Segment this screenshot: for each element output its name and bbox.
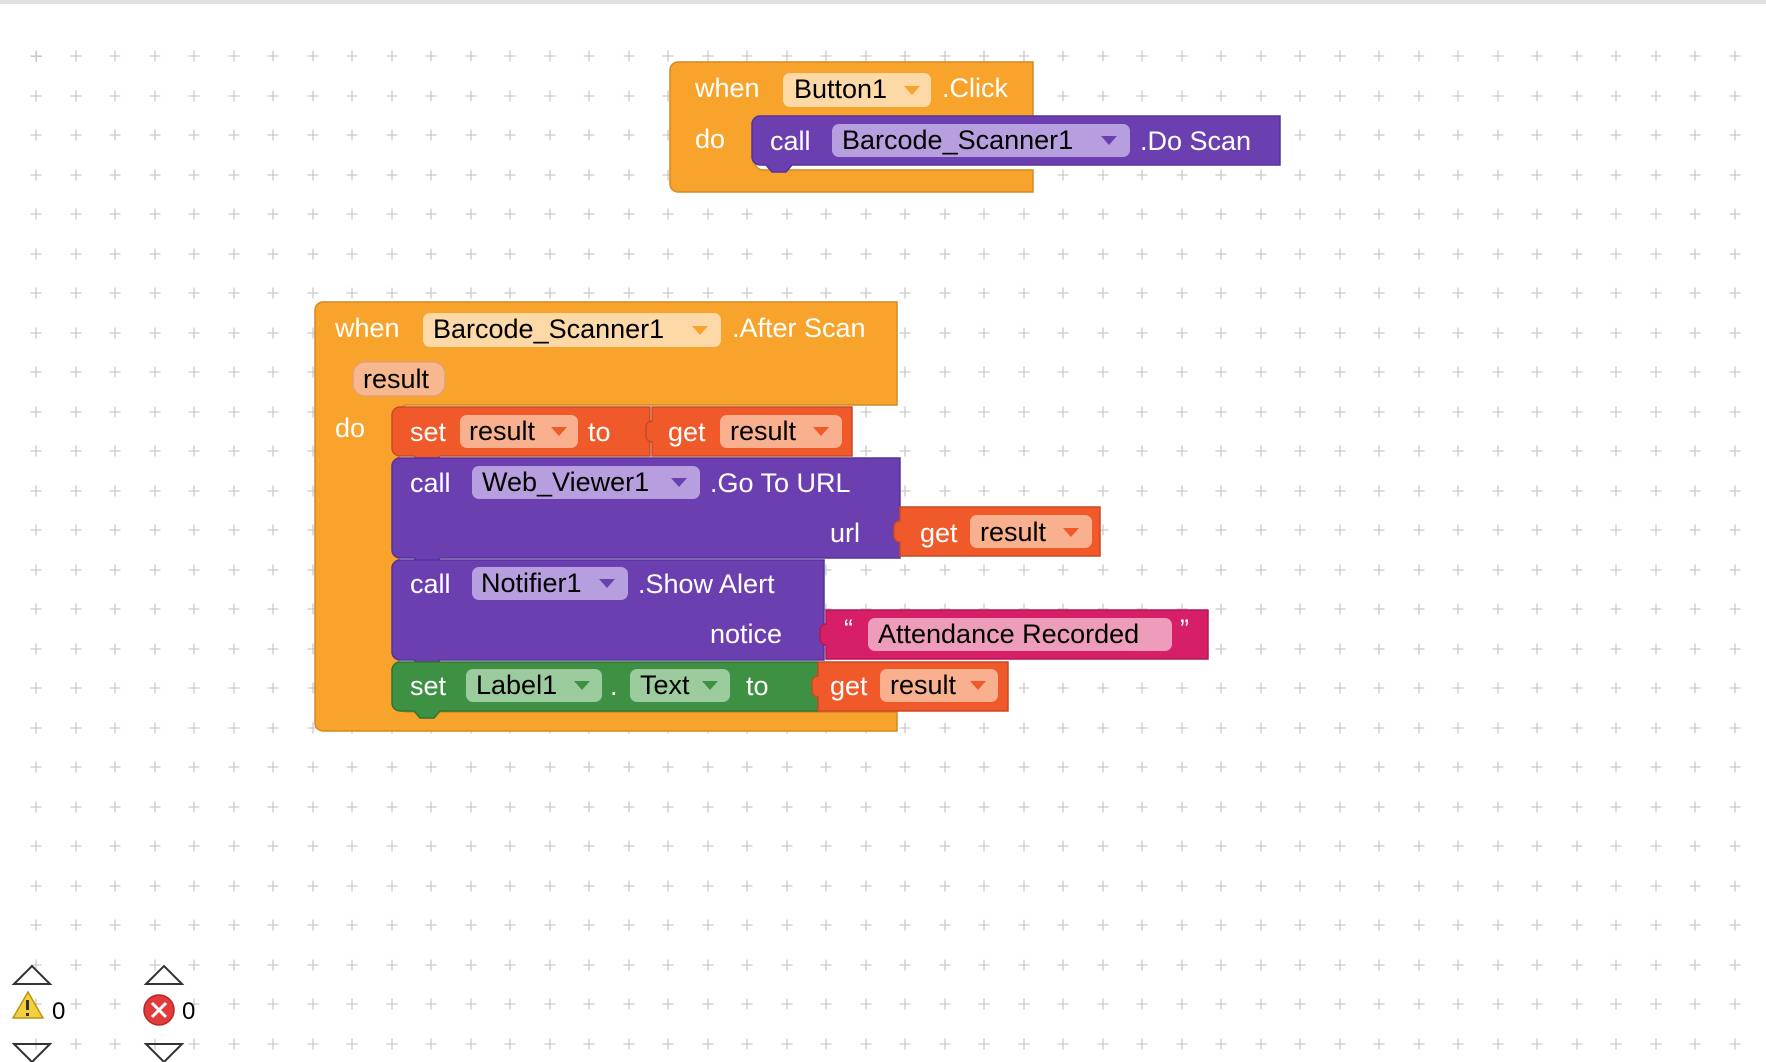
- variable-dropdown-result[interactable]: result: [460, 415, 578, 448]
- url-arg-label: url: [830, 518, 860, 548]
- variable-dropdown-result[interactable]: result: [880, 669, 998, 702]
- chevron-down-icon[interactable]: [692, 326, 708, 335]
- get-variable-block[interactable]: get result: [645, 406, 853, 457]
- set-property-block-label1-text[interactable]: set Label1 . Text to: [391, 661, 819, 719]
- event-do-label: do: [335, 413, 365, 443]
- event-when-label: when: [334, 313, 400, 343]
- svg-text:Label1: Label1: [476, 670, 557, 700]
- set-variable-block[interactable]: set result to: [391, 406, 651, 464]
- svg-text:Attendance Recorded: Attendance Recorded: [878, 619, 1139, 649]
- chevron-down-icon[interactable]: [970, 681, 986, 690]
- chevron-down-icon[interactable]: [599, 579, 615, 588]
- svg-text:result: result: [980, 517, 1047, 547]
- to-label: to: [588, 417, 611, 447]
- warnings-indicator[interactable]: 0: [11, 964, 65, 1062]
- dot-label: .: [610, 671, 618, 701]
- notice-arg-label: notice: [710, 619, 782, 649]
- chevron-down-icon[interactable]: [671, 478, 687, 487]
- variable-dropdown-result[interactable]: result: [720, 415, 842, 448]
- to-label: to: [746, 671, 769, 701]
- chevron-down-icon[interactable]: [1063, 528, 1079, 537]
- svg-text:Barcode_Scanner1: Barcode_Scanner1: [842, 125, 1073, 155]
- call-label: call: [410, 569, 451, 599]
- method-call-block-do-scan[interactable]: call Barcode_Scanner1 .Do Scan: [751, 115, 1281, 173]
- component-dropdown-notifier1[interactable]: Notifier1: [472, 567, 628, 600]
- errors-count: 0: [182, 998, 195, 1025]
- get-label: get: [830, 671, 868, 701]
- get-variable-block[interactable]: get result: [893, 506, 1101, 557]
- svg-text:Notifier1: Notifier1: [481, 568, 582, 598]
- component-dropdown-button1[interactable]: Button1: [783, 73, 931, 107]
- chevron-down-icon[interactable]: [551, 427, 567, 436]
- top-border: [0, 0, 1766, 4]
- svg-text:Web_Viewer1: Web_Viewer1: [482, 467, 649, 497]
- set-label: set: [410, 417, 447, 447]
- method-name-label: .Show Alert: [638, 569, 775, 599]
- previous-error-arrow-icon[interactable]: [143, 964, 185, 985]
- chevron-down-icon[interactable]: [574, 681, 590, 690]
- next-error-arrow-icon[interactable]: [143, 1043, 185, 1062]
- chevron-down-icon[interactable]: [904, 86, 920, 95]
- close-quote: ”: [1180, 614, 1189, 644]
- property-dropdown-text[interactable]: Text: [630, 669, 730, 702]
- chevron-down-icon[interactable]: [1101, 136, 1117, 145]
- previous-warning-arrow-icon[interactable]: [11, 964, 53, 985]
- next-warning-arrow-icon[interactable]: [11, 1043, 53, 1062]
- method-call-block-go-to-url[interactable]: call Web_Viewer1 .Go To URL url: [391, 457, 901, 566]
- get-variable-block[interactable]: get result: [811, 661, 1009, 712]
- event-block-after-scan[interactable]: when Barcode_Scanner1 .After Scan result…: [314, 301, 1209, 732]
- svg-text:Text: Text: [640, 670, 690, 700]
- open-quote: “: [844, 614, 853, 644]
- call-label: call: [770, 126, 811, 156]
- errors-indicator[interactable]: 0: [143, 964, 195, 1062]
- variable-dropdown-result[interactable]: result: [970, 515, 1092, 548]
- event-block-button1-click[interactable]: when Button1 .Click do call Barcode_Scan…: [669, 61, 1281, 193]
- svg-text:result: result: [730, 416, 797, 446]
- svg-text:result: result: [469, 416, 536, 446]
- component-dropdown-barcode-scanner1[interactable]: Barcode_Scanner1: [423, 313, 721, 347]
- chevron-down-icon[interactable]: [813, 427, 829, 436]
- component-dropdown-label1[interactable]: Label1: [466, 669, 602, 702]
- svg-text:result: result: [890, 670, 957, 700]
- chevron-down-icon[interactable]: [702, 681, 718, 690]
- get-label: get: [920, 518, 958, 548]
- svg-text:Barcode_Scanner1: Barcode_Scanner1: [433, 314, 664, 344]
- method-name-label: .Do Scan: [1140, 126, 1251, 156]
- event-name-label: .After Scan: [732, 313, 866, 343]
- event-when-label: when: [694, 73, 760, 103]
- event-name-label: .Click: [942, 73, 1008, 103]
- text-string-block[interactable]: “ Attendance Recorded ”: [819, 609, 1209, 660]
- svg-text:result: result: [363, 364, 430, 394]
- svg-text:Button1: Button1: [794, 74, 887, 104]
- method-name-label: .Go To URL: [710, 468, 851, 498]
- call-label: call: [410, 468, 451, 498]
- warnings-count: 0: [52, 998, 65, 1025]
- string-field-attendance-recorded[interactable]: Attendance Recorded: [868, 618, 1172, 651]
- get-label: get: [668, 417, 706, 447]
- warning-mark-dot: [26, 1013, 29, 1016]
- component-dropdown-barcode-scanner1[interactable]: Barcode_Scanner1: [832, 124, 1130, 157]
- set-label: set: [410, 671, 447, 701]
- error-x-mark: [150, 1001, 168, 1019]
- warning-mark: [26, 1000, 29, 1010]
- component-dropdown-web-viewer1[interactable]: Web_Viewer1: [472, 466, 700, 499]
- method-call-block-show-alert[interactable]: call Notifier1 .Show Alert notice: [391, 559, 825, 668]
- parameter-result[interactable]: result: [352, 361, 446, 397]
- event-do-label: do: [695, 124, 725, 154]
